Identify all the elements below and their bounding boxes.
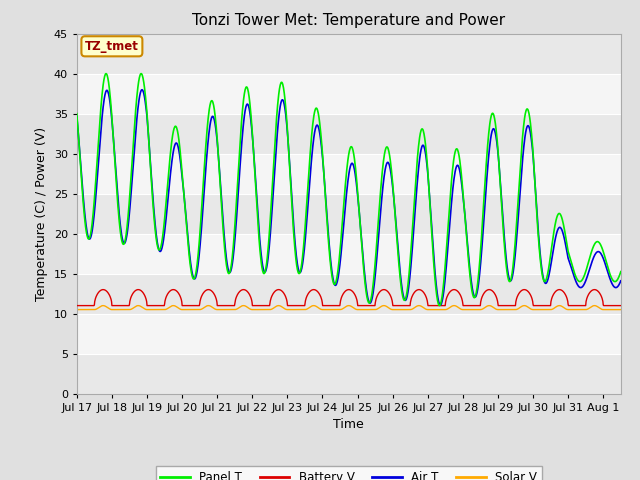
Bar (77, 354, 621, 394)
Legend: Panel T, Battery V, Air T, Solar V: Panel T, Battery V, Air T, Solar V (156, 466, 542, 480)
X-axis label: Time: Time (333, 418, 364, 431)
Bar (77, 193, 621, 234)
Bar (77, 73, 621, 114)
Bar (77, 154, 621, 193)
Text: TZ_tmet: TZ_tmet (85, 40, 139, 53)
Title: Tonzi Tower Met: Temperature and Power: Tonzi Tower Met: Temperature and Power (192, 13, 506, 28)
Y-axis label: Temperature (C) / Power (V): Temperature (C) / Power (V) (35, 127, 48, 300)
Bar (77, 313, 621, 354)
Bar (77, 34, 621, 73)
Bar (77, 274, 621, 313)
Bar (77, 234, 621, 274)
Bar (77, 114, 621, 154)
